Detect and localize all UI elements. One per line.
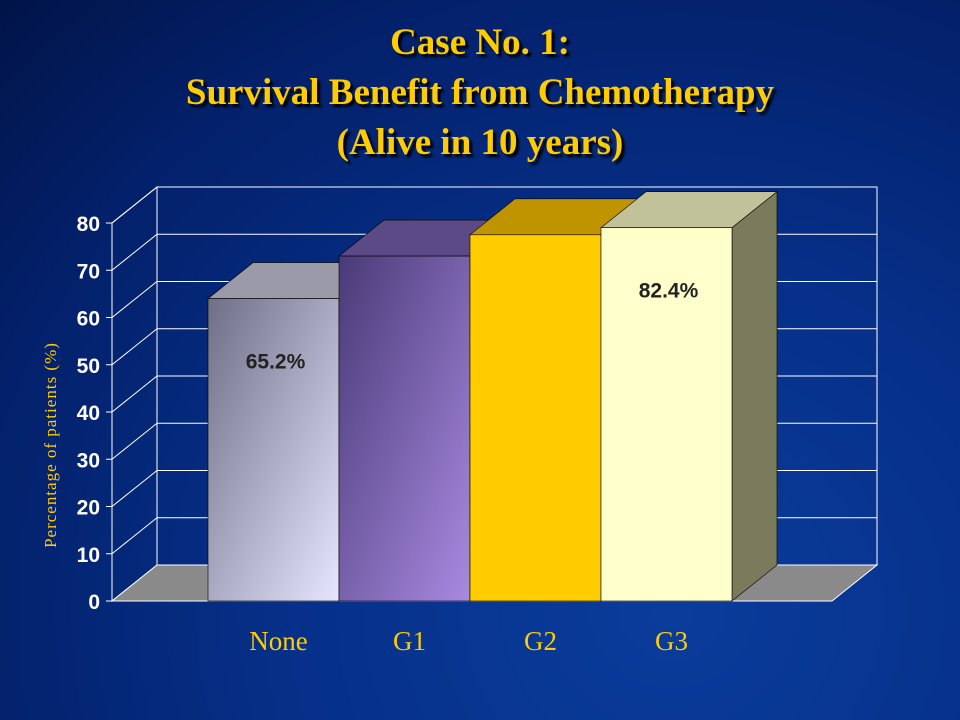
y-tick-label: 60	[77, 308, 100, 331]
y-tick-label: 30	[77, 449, 100, 472]
title-line-2: Survival Benefit from Chemotherapy	[185, 72, 775, 113]
y-tick-label: 80	[77, 213, 100, 236]
x-tick-label: None	[249, 626, 307, 656]
y-tick-label: 70	[77, 260, 100, 283]
y-tick-label: 20	[77, 497, 100, 520]
y-axis-label: Percentage of patients (%)	[41, 342, 60, 548]
bar-g3: 82.4%	[600, 191, 778, 602]
chart-title: Case No. 1: Survival Benefit from Chemot…	[0, 18, 960, 168]
data-label: 82.4%	[639, 280, 699, 303]
bar-front	[207, 298, 340, 602]
bar-front	[600, 227, 733, 602]
title-line-3: (Alive in 10 years)	[336, 122, 624, 163]
x-tick-label: G3	[655, 626, 688, 656]
bar-front	[338, 255, 471, 602]
bar-side	[731, 191, 778, 602]
y-tick-label: 10	[77, 544, 100, 567]
y-tick-label: 50	[77, 355, 100, 378]
x-tick-label: G1	[393, 626, 426, 656]
y-tick-label: 0	[88, 591, 100, 614]
gridline	[111, 186, 877, 224]
data-label: 65.2%	[246, 351, 306, 374]
title-line-1: Case No. 1:	[390, 22, 570, 63]
bar-front	[469, 234, 602, 602]
y-tick-label: 40	[77, 402, 100, 425]
x-tick-label: G2	[524, 626, 557, 656]
